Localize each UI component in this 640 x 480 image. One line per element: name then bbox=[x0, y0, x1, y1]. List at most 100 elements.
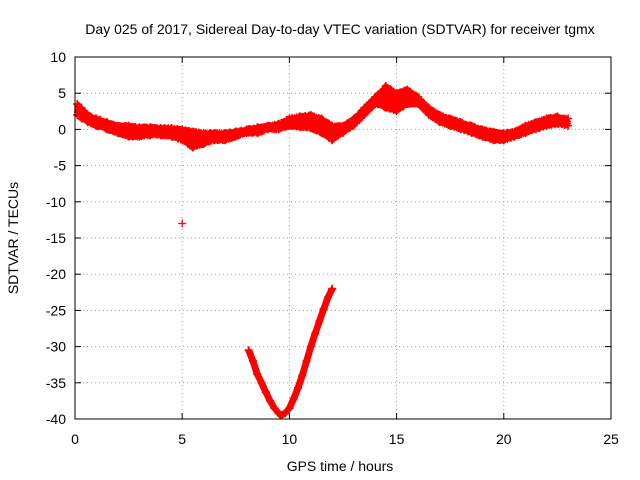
data-point bbox=[188, 143, 197, 152]
data-point bbox=[113, 129, 122, 138]
data-point bbox=[178, 125, 187, 134]
y-tick-label: -25 bbox=[46, 302, 66, 318]
data-point bbox=[456, 118, 465, 127]
data-point bbox=[392, 107, 401, 116]
data-point bbox=[77, 103, 86, 112]
data-point bbox=[414, 100, 423, 109]
data-point bbox=[489, 127, 498, 136]
data-point bbox=[542, 114, 551, 123]
data-point bbox=[328, 284, 337, 293]
data-point bbox=[103, 125, 112, 134]
data-point bbox=[124, 121, 133, 130]
x-tick-label: 25 bbox=[603, 431, 619, 447]
data-point bbox=[521, 121, 530, 130]
y-tick-label: -35 bbox=[46, 375, 66, 391]
y-tick-label: -30 bbox=[46, 339, 66, 355]
y-tick-label: 0 bbox=[58, 121, 66, 137]
data-point bbox=[446, 114, 455, 123]
data-point bbox=[113, 121, 122, 130]
data-point bbox=[319, 304, 328, 313]
y-tick-label: -15 bbox=[46, 230, 66, 246]
x-tick-label: 10 bbox=[282, 431, 298, 447]
data-point bbox=[306, 342, 315, 351]
data-point bbox=[381, 81, 390, 90]
data-point bbox=[414, 92, 423, 101]
data-point bbox=[281, 409, 290, 418]
data-point bbox=[478, 132, 487, 141]
data-point bbox=[199, 139, 208, 148]
data-point bbox=[263, 125, 272, 134]
data-point bbox=[564, 114, 573, 123]
data-point bbox=[360, 103, 369, 112]
data-point bbox=[315, 317, 324, 326]
data-point bbox=[296, 123, 305, 132]
data-point bbox=[92, 121, 101, 130]
data-point bbox=[146, 123, 155, 132]
data-point bbox=[83, 118, 92, 127]
data-point bbox=[510, 132, 519, 141]
data-point bbox=[285, 114, 294, 123]
data-point bbox=[371, 100, 380, 109]
y-tick-label: -20 bbox=[46, 266, 66, 282]
data-point bbox=[306, 110, 315, 119]
data-point bbox=[306, 123, 315, 132]
data-point bbox=[274, 125, 283, 134]
data-point bbox=[296, 112, 305, 121]
data-points bbox=[73, 81, 573, 420]
data-point bbox=[553, 119, 562, 128]
data-point bbox=[276, 411, 285, 420]
data-point bbox=[392, 89, 401, 98]
data-point bbox=[253, 370, 262, 379]
data-point bbox=[73, 100, 82, 109]
data-point bbox=[323, 293, 332, 302]
x-tick-label: 5 bbox=[178, 431, 186, 447]
data-point bbox=[564, 121, 573, 130]
data-point bbox=[135, 123, 144, 132]
data-point bbox=[261, 388, 270, 397]
data-point bbox=[446, 121, 455, 130]
data-point bbox=[424, 103, 433, 112]
data-point bbox=[381, 103, 390, 112]
data-point bbox=[499, 136, 508, 145]
data-point bbox=[478, 125, 487, 134]
data-point bbox=[467, 121, 476, 130]
data-point bbox=[403, 85, 412, 94]
data-point bbox=[156, 131, 165, 140]
data-point bbox=[285, 404, 294, 413]
y-tick-label: -40 bbox=[46, 411, 66, 427]
data-point bbox=[328, 136, 337, 145]
data-point bbox=[135, 132, 144, 141]
data-point bbox=[302, 357, 311, 366]
x-tick-label: 15 bbox=[389, 431, 405, 447]
data-point bbox=[83, 110, 92, 119]
plot-frame bbox=[74, 56, 612, 420]
data-point bbox=[349, 121, 358, 130]
data-point bbox=[231, 132, 240, 141]
x-tick-label: 20 bbox=[496, 431, 512, 447]
data-point bbox=[403, 100, 412, 109]
data-point bbox=[77, 114, 86, 123]
data-point bbox=[257, 378, 266, 387]
data-point bbox=[167, 123, 176, 132]
x-axis-label: GPS time / hours bbox=[287, 458, 394, 474]
data-point bbox=[317, 129, 326, 138]
data-point bbox=[221, 136, 230, 145]
data-point bbox=[435, 118, 444, 127]
data-point bbox=[266, 396, 275, 405]
data-point bbox=[244, 346, 253, 355]
data-point bbox=[253, 129, 262, 138]
data-point bbox=[324, 118, 331, 125]
data-point bbox=[435, 110, 444, 119]
data-point bbox=[178, 219, 187, 228]
data-point bbox=[167, 132, 176, 141]
data-point bbox=[499, 129, 508, 138]
data-point bbox=[339, 129, 347, 138]
y-tick-label: 10 bbox=[50, 49, 66, 65]
data-point bbox=[311, 329, 320, 338]
x-tick-label: 0 bbox=[71, 431, 79, 447]
data-point bbox=[424, 110, 433, 119]
data-point bbox=[542, 121, 551, 130]
chart-title: Day 025 of 2017, Sidereal Day-to-day VTE… bbox=[85, 21, 594, 37]
data-point bbox=[242, 129, 251, 138]
